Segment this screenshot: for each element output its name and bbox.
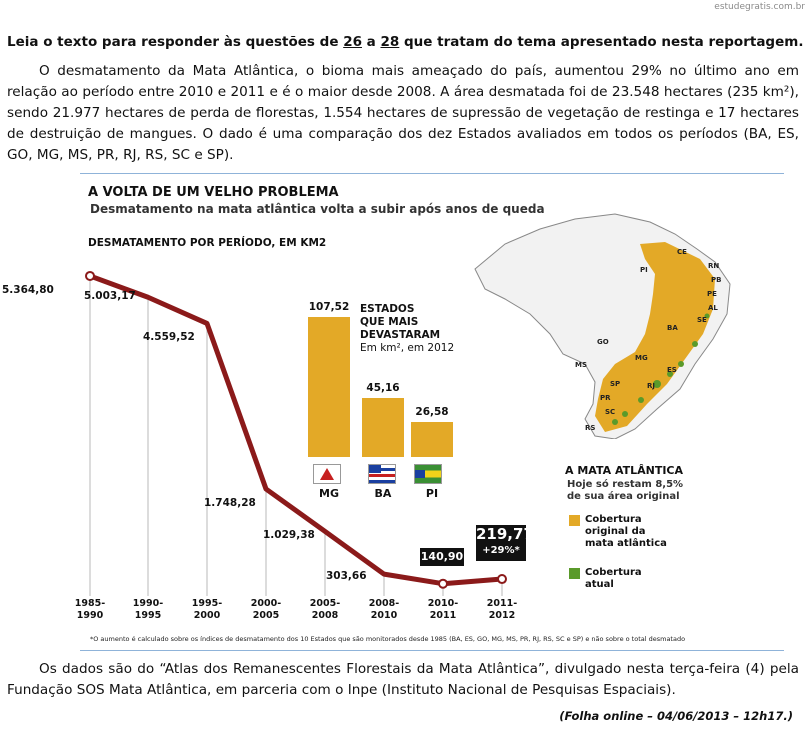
- data-point-marker: [497, 574, 507, 585]
- legend-swatch-current: [569, 568, 580, 579]
- infographic-title: A VOLTA DE UM VELHO PROBLEMA: [88, 185, 339, 200]
- line-chart: [85, 270, 507, 596]
- data-point-marker: [438, 578, 448, 589]
- x-tick-label: 1985- 1990: [74, 598, 106, 621]
- state-label: MG: [319, 487, 339, 500]
- bar-value-label: 26,58: [415, 406, 449, 419]
- x-tick-label: 2008- 2010: [368, 598, 400, 621]
- watermark: estudegratis.com.br: [714, 2, 805, 12]
- map-state-label: PI: [640, 266, 648, 274]
- legend-label-original: Cobertura original da mata atlântica: [585, 514, 667, 550]
- instruction: Leia o texto para responder às questões …: [7, 34, 803, 50]
- bar-value-label: 45,16: [366, 382, 400, 395]
- x-tick-label: 1995- 2000: [191, 598, 223, 621]
- flag-pi-icon: [414, 464, 442, 484]
- data-label: 4.559,52: [143, 331, 195, 344]
- data-label: 5.364,80: [2, 283, 54, 296]
- legend-original-line2: original da: [585, 526, 646, 537]
- callout-2010-2011-value: 140,90: [420, 550, 464, 563]
- legend-original-line1: Cobertura: [585, 514, 642, 525]
- bar-mg: [308, 317, 350, 457]
- atlantic-forest-current: [612, 313, 710, 425]
- divider-bottom: [80, 650, 784, 651]
- states-title-line2: QUE MAIS: [360, 316, 419, 328]
- legend-label-current: Cobertura atual: [585, 567, 642, 591]
- map-state-label: RJ: [647, 382, 655, 390]
- map-state-label: RN: [708, 262, 719, 270]
- map-title: A MATA ATLÂNTICA: [565, 464, 684, 477]
- map-state-label: BA: [667, 324, 678, 332]
- states-title: ESTADOS QUE MAIS DEVASTARAM Em km², em 2…: [360, 303, 480, 355]
- data-label: 303,66: [326, 570, 367, 583]
- state-label: BA: [374, 487, 392, 500]
- flag-mg-icon: [313, 464, 341, 484]
- map-state-label: CE: [677, 248, 687, 256]
- map-state-label: SC: [605, 408, 615, 416]
- data-label: 5.003,17: [84, 290, 136, 303]
- infographic-subtitle: Desmatamento na mata atlântica volta a s…: [90, 202, 545, 216]
- x-tick-label: 2011- 2012: [486, 598, 518, 621]
- instruction-pre: Leia o texto para responder às questões …: [7, 34, 344, 50]
- states-unit: Em km², em 2012: [360, 342, 455, 354]
- bar-ba: [362, 398, 404, 457]
- highlight-change: +29%*: [482, 545, 520, 556]
- highlight-value: 219,77: [476, 525, 534, 543]
- x-tick-label: 2010- 2011: [427, 598, 459, 621]
- x-tick-label: 2000- 2005: [250, 598, 282, 621]
- x-tick-label: 2005- 2008: [309, 598, 341, 621]
- legend-current-line2: atual: [585, 579, 614, 590]
- x-tick-label: 1990- 1995: [132, 598, 164, 621]
- bar-value-label: 107,52: [308, 301, 350, 313]
- question-to: 28: [380, 34, 400, 50]
- data-label: 1.029,38: [263, 529, 315, 542]
- source-citation: (Folha online – 04/06/2013 – 12h17.): [559, 709, 793, 723]
- map-state-label: GO: [597, 338, 609, 346]
- map-state-label: ES: [667, 366, 677, 374]
- map-state-label: PR: [600, 394, 611, 402]
- callout-highlight: 219,77 +29%*: [476, 525, 534, 561]
- states-title-line1: ESTADOS: [360, 303, 415, 315]
- map-state-label: PB: [711, 276, 721, 284]
- chart-title: DESMATAMENTO POR PERÍODO, EM KM2: [88, 237, 327, 249]
- map-subtitle-line1: Hoje só restam 8,5%: [567, 479, 684, 490]
- map-state-label: RS: [585, 424, 595, 432]
- map-state-label: MG: [635, 354, 648, 362]
- question-from: 26: [343, 34, 362, 50]
- atlantic-forest-original: [595, 242, 715, 432]
- map-state-label: AL: [708, 304, 718, 312]
- legend-swatch-original: [569, 515, 580, 526]
- footnote: *O aumento é calculado sobre os índices …: [90, 635, 686, 643]
- flag-ba-icon: [368, 464, 396, 484]
- legend-original-line3: mata atlântica: [585, 538, 667, 549]
- infographic: A VOLTA DE UM VELHO PROBLEMA Desmatament…: [0, 172, 811, 650]
- callout-2010-2011: 140,90: [420, 548, 464, 566]
- divider-top: [80, 173, 784, 174]
- instruction-post: que tratam do tema apresentado nesta rep…: [399, 34, 804, 50]
- map-state-label: PE: [707, 290, 717, 298]
- paragraph-source: Os dados são do “Atlas dos Remanescentes…: [7, 661, 799, 698]
- map-state-label: SE: [697, 316, 707, 324]
- instruction-mid: a: [361, 34, 381, 50]
- map-subtitle: Hoje só restam 8,5% de sua área original: [567, 479, 683, 503]
- data-label: 1.748,28: [204, 497, 256, 509]
- states-title-line3: DEVASTARAM: [360, 329, 441, 341]
- bar-pi: [411, 422, 453, 457]
- map-state-label: MS: [575, 361, 587, 369]
- data-point-marker: [85, 270, 95, 281]
- legend-current-line1: Cobertura: [585, 567, 642, 578]
- map-state-label: SP: [610, 380, 620, 388]
- trend-line: [87, 273, 505, 587]
- map-subtitle-line2: de sua área original: [567, 491, 680, 502]
- paragraph-intro: O desmatamento da Mata Atlântica, o biom…: [7, 63, 799, 163]
- state-label: PI: [425, 487, 439, 500]
